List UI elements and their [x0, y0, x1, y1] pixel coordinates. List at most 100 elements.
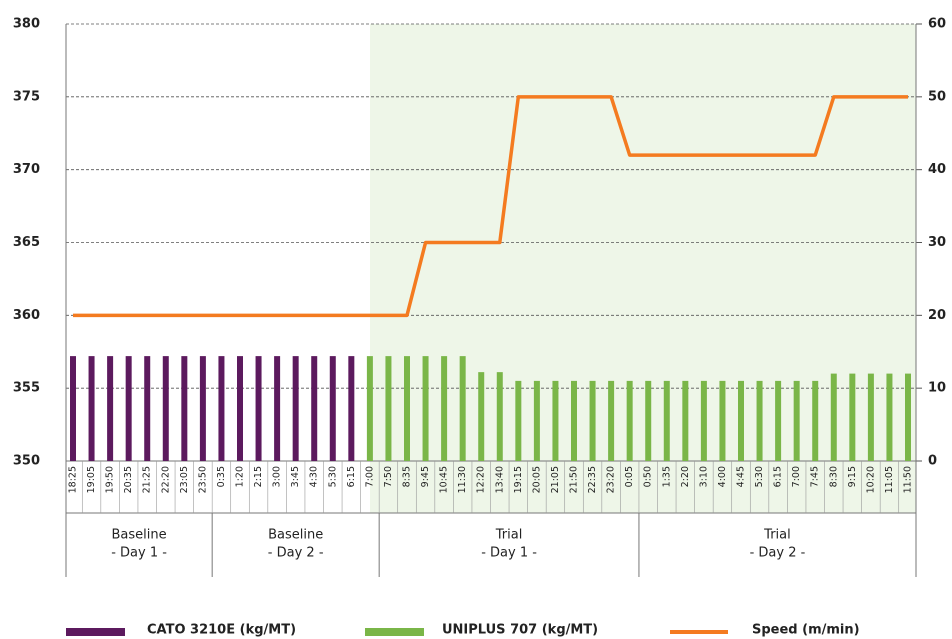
bar: [515, 380, 522, 461]
bar: [292, 356, 299, 461]
bar: [88, 356, 95, 461]
x-tick-label: 7:00: [791, 466, 802, 487]
x-tick-label: 23:50: [197, 466, 208, 493]
x-tick-label: 12:20: [476, 466, 487, 493]
bar: [571, 380, 577, 461]
x-tick-label: 7:00: [364, 466, 375, 487]
bar: [478, 372, 485, 461]
group-sub-label: - Day 1 -: [111, 546, 167, 561]
bar: [144, 356, 151, 461]
y2-tick-label: 20: [928, 308, 946, 323]
bar: [199, 356, 206, 461]
bar: [849, 373, 856, 461]
x-tick-label: 5:30: [754, 466, 765, 487]
x-tick-label: 19:05: [86, 466, 97, 493]
x-tick-label: 11:05: [884, 466, 895, 493]
y-tick-label: 350: [13, 454, 40, 469]
bar: [608, 380, 615, 461]
x-tick-label: 9:45: [420, 466, 431, 487]
group-sub-label: - Day 1 -: [481, 546, 537, 561]
x-tick-label: 23:05: [179, 466, 190, 493]
group-label: Trial: [495, 528, 523, 543]
bar: [329, 356, 336, 461]
x-tick-label: 3:45: [290, 466, 301, 487]
bar: [719, 380, 726, 461]
bar: [830, 373, 837, 461]
bar: [237, 356, 243, 461]
y-tick-label: 370: [13, 162, 40, 177]
y2-tick-label: 0: [928, 454, 937, 469]
x-tick-label: 7:50: [383, 466, 394, 487]
x-tick-label: 4:00: [717, 466, 728, 487]
group-sub-label: - Day 2 -: [750, 546, 806, 561]
x-tick-label: 4:45: [736, 466, 747, 487]
bar: [311, 356, 318, 461]
bar: [812, 380, 819, 461]
x-tick-label: 20:35: [123, 466, 134, 493]
x-tick-label: 19:15: [513, 466, 524, 493]
bar: [125, 356, 132, 461]
bar: [700, 380, 707, 461]
x-tick-label: 19:50: [105, 466, 116, 493]
x-tick-label: 3:10: [698, 466, 709, 487]
bar: [793, 380, 800, 461]
y2-tick-label: 40: [928, 162, 946, 177]
legend-label: Speed (m/min): [752, 623, 860, 638]
x-tick-label: 0:35: [216, 466, 227, 487]
bar: [422, 356, 429, 461]
bar: [404, 356, 410, 461]
legend-label: CATO 3210E (kg/MT): [147, 623, 296, 638]
bar: [775, 380, 782, 461]
x-tick-label: 0:50: [643, 466, 654, 487]
x-tick-label: 11:30: [457, 466, 468, 493]
bar: [496, 372, 503, 461]
x-tick-label: 2:20: [680, 466, 691, 487]
bar: [533, 380, 540, 461]
bar: [366, 356, 373, 461]
y-tick-label: 365: [13, 235, 40, 250]
x-tick-label: 21:25: [142, 466, 153, 493]
group-label: Baseline: [112, 528, 167, 543]
line: [73, 95, 908, 318]
bar: [886, 373, 893, 461]
x-tick-label: 1:35: [661, 466, 672, 487]
y-tick-label: 380: [13, 17, 40, 32]
x-tick-label: 3:00: [272, 466, 283, 487]
bar: [181, 356, 188, 461]
x-tick-label: 23:20: [606, 466, 617, 493]
x-tick-label: 21:50: [569, 466, 580, 493]
x-tick-label: 10:20: [865, 466, 876, 493]
x-tick-label: 5:30: [327, 466, 338, 487]
x-tick-label: 13:40: [494, 466, 505, 493]
x-tick-label: 6:15: [773, 466, 784, 487]
x-tick-label: 7:45: [810, 466, 821, 487]
bar: [274, 356, 281, 461]
bar: [459, 356, 466, 461]
legend-label: UNIPLUS 707 (kg/MT): [442, 623, 598, 638]
bar: [70, 356, 76, 461]
x-tick-label: 21:05: [550, 466, 561, 493]
bar: [589, 380, 596, 461]
bar: [626, 380, 633, 461]
bar: [905, 373, 911, 461]
bar: [107, 356, 114, 461]
bar: [348, 356, 355, 461]
x-tick-label: 9:15: [847, 466, 858, 487]
bar: [385, 356, 392, 461]
bar: [552, 380, 559, 461]
x-tick-label: 8:35: [402, 466, 413, 487]
group-label: Trial: [763, 528, 791, 543]
bar: [756, 380, 763, 461]
legend-swatch: [365, 628, 424, 636]
legend-swatch: [66, 628, 125, 636]
x-tick-label: 10:45: [439, 466, 450, 493]
bar: [738, 380, 744, 461]
bar: [162, 356, 169, 461]
bar: [441, 356, 448, 461]
y2-tick-label: 50: [928, 89, 946, 104]
bar: [663, 380, 670, 461]
y2-tick-label: 10: [928, 381, 946, 396]
bar: [218, 356, 225, 461]
y2-tick-label: 60: [928, 17, 946, 32]
